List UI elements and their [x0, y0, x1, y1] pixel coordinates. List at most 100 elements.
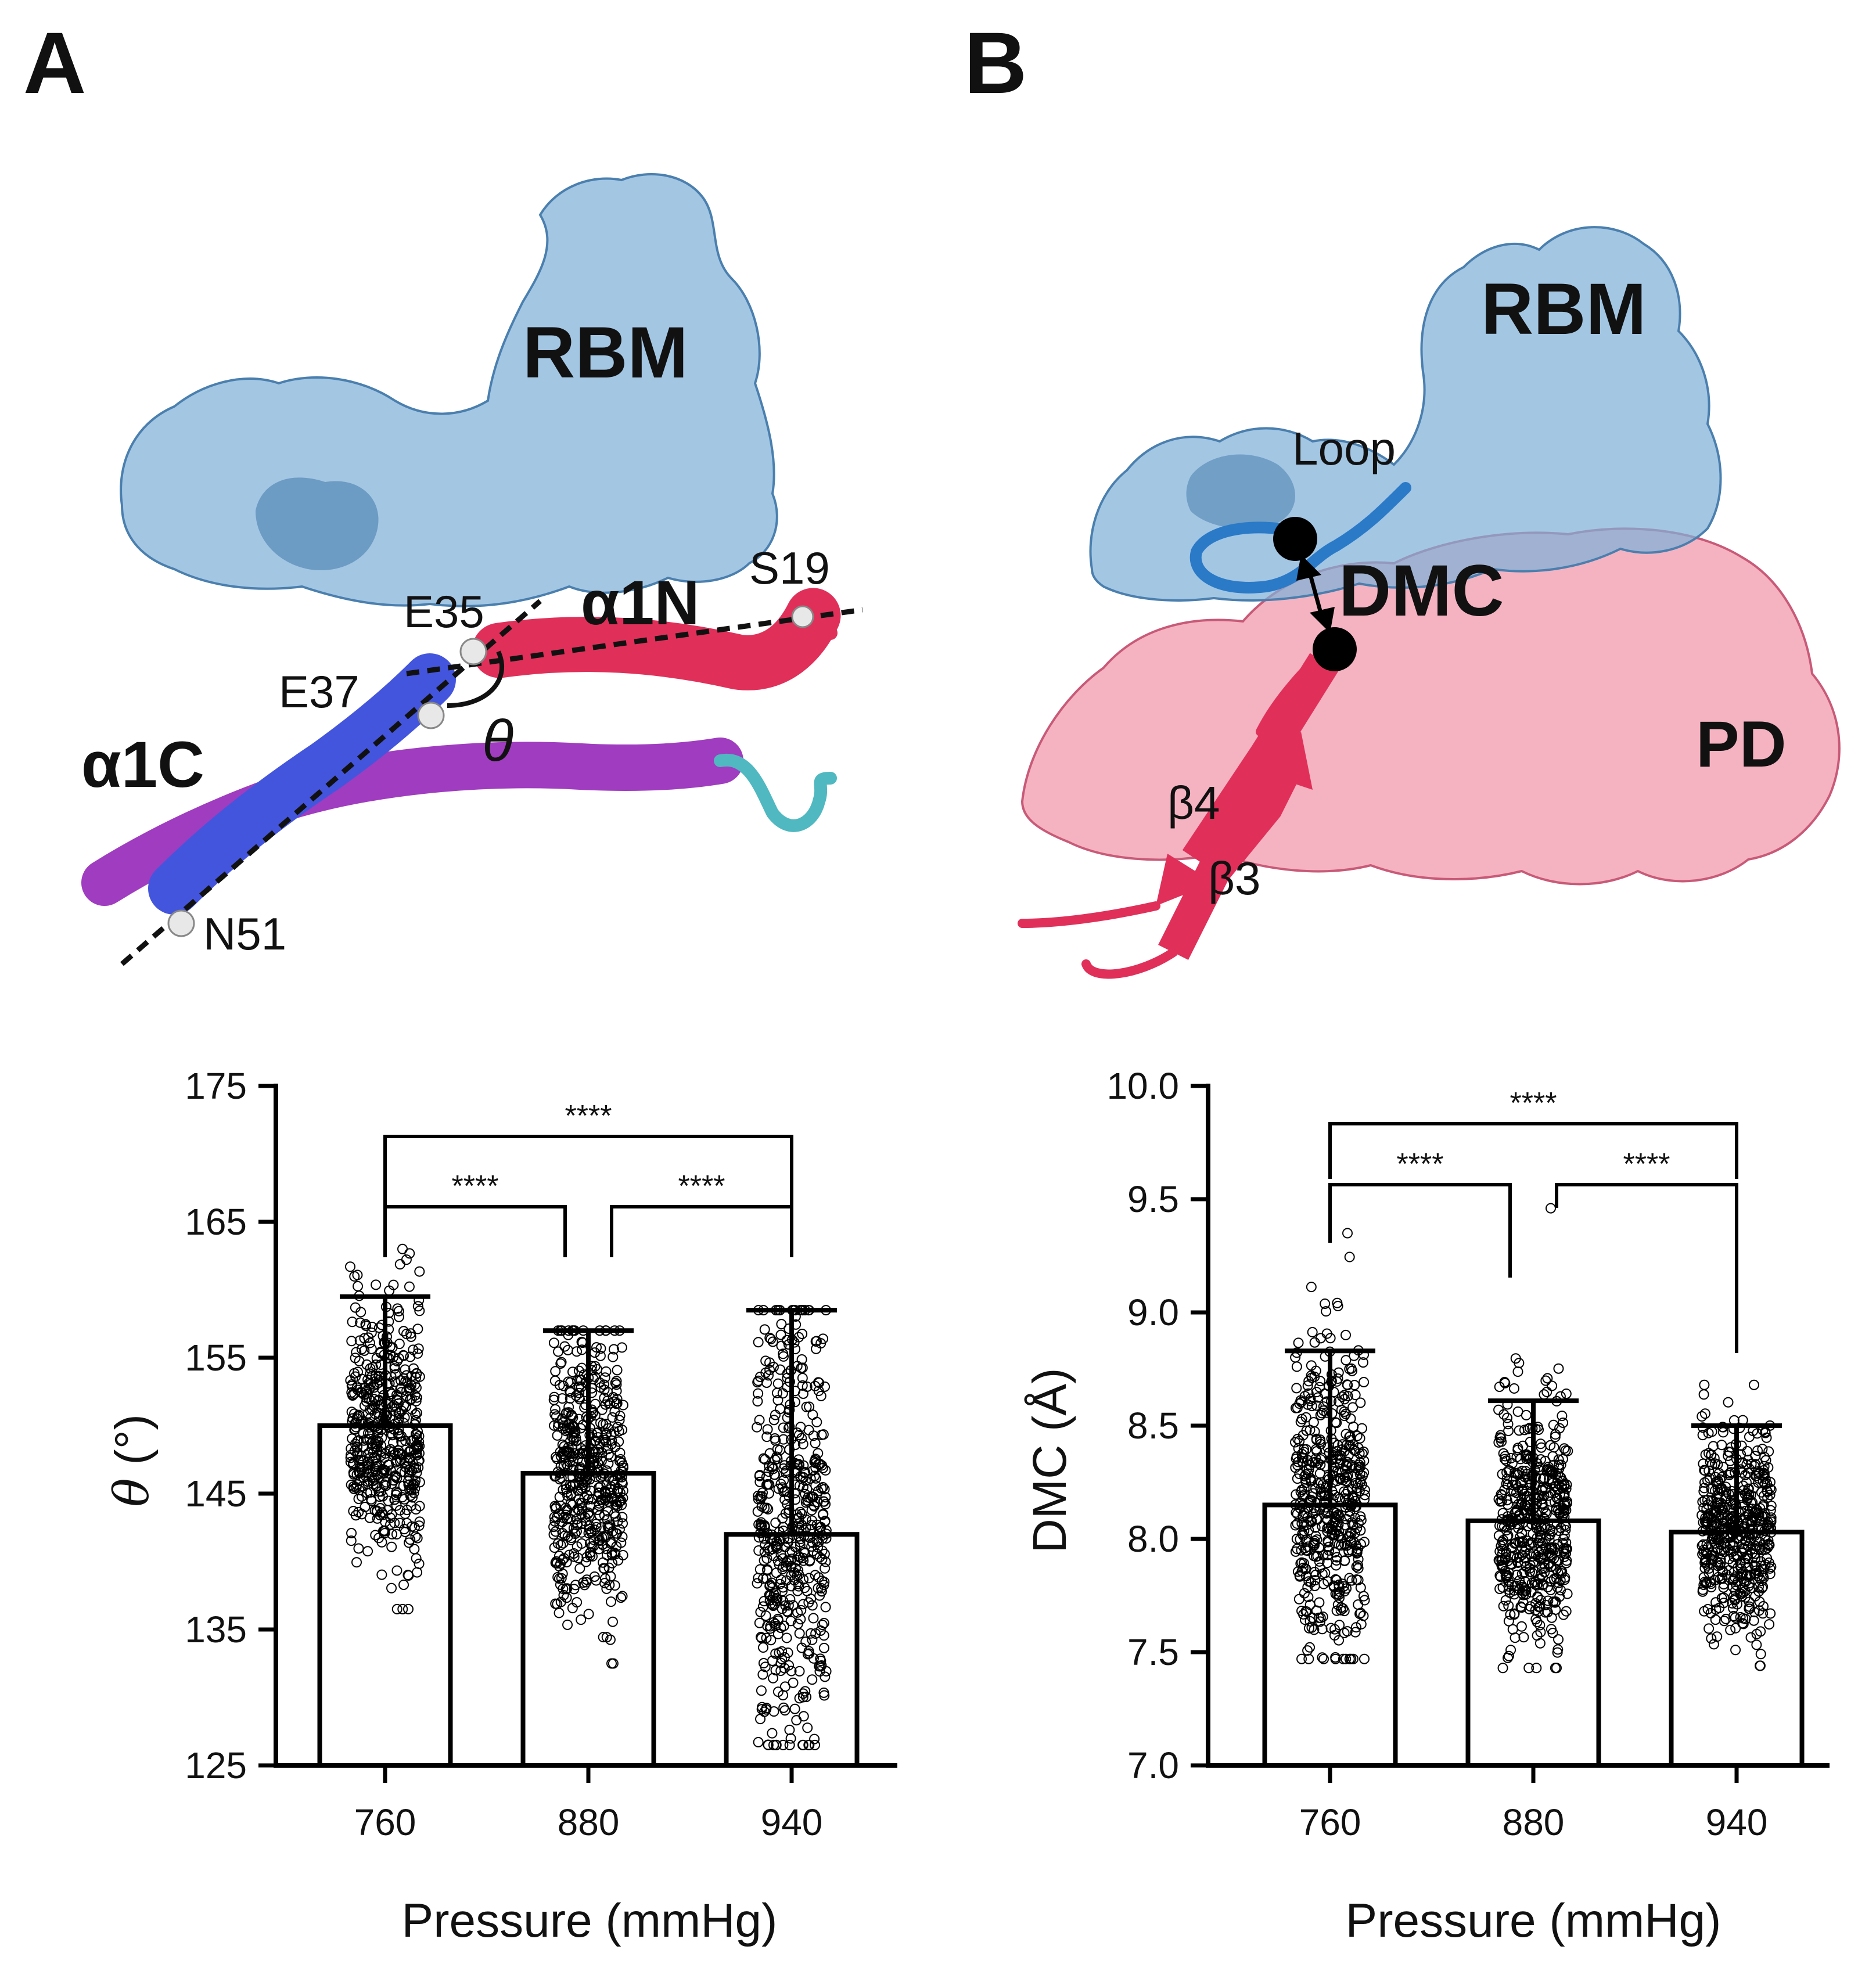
scatter-point: [404, 1281, 415, 1292]
scatter-point: [1311, 1534, 1322, 1545]
scatter-point: [765, 1590, 776, 1601]
scatter-point: [1329, 1538, 1340, 1549]
scatter-point: [1738, 1618, 1749, 1630]
scatter-point: [1291, 1383, 1302, 1394]
scatter-point: [1330, 1652, 1341, 1663]
scatter-point: [1336, 1602, 1347, 1613]
scatter-point: [359, 1333, 370, 1344]
scatter-point: [1759, 1479, 1770, 1490]
scatter-point: [756, 1517, 767, 1528]
y-tick-label: 155: [185, 1337, 247, 1379]
scatter-point: [1547, 1542, 1558, 1553]
scatter-point: [763, 1503, 774, 1515]
scatter-point: [353, 1455, 364, 1466]
scatter-point: [1503, 1465, 1514, 1476]
scatter-point: [1546, 1624, 1557, 1635]
scatter-point: [573, 1494, 584, 1505]
scatter-point: [806, 1505, 817, 1516]
scatter-point: [351, 1557, 362, 1568]
scatter-point: [1743, 1581, 1754, 1592]
scatter-point: [1710, 1604, 1722, 1615]
scatter-point: [1332, 1301, 1343, 1312]
scatter-point: [1753, 1466, 1764, 1477]
scatter-point: [1355, 1477, 1366, 1488]
scatter-point: [1750, 1591, 1761, 1602]
scatter-point: [1748, 1615, 1759, 1626]
scatter-point: [1718, 1598, 1729, 1609]
scatter-point: [375, 1503, 386, 1514]
scatter-point: [570, 1580, 581, 1591]
scatter-point: [403, 1603, 414, 1614]
scatter-point: [1317, 1479, 1328, 1490]
scatter-point: [1698, 1389, 1709, 1400]
scatter-point: [1741, 1488, 1752, 1499]
scatter-point: [1716, 1440, 1727, 1451]
scatter-point: [394, 1517, 405, 1528]
scatter-point: [761, 1377, 772, 1388]
scatter-point: [798, 1599, 809, 1610]
scatter-point: [1540, 1484, 1551, 1495]
scatter-point: [410, 1531, 421, 1542]
scatter-point: [1514, 1532, 1525, 1543]
scatter-point: [362, 1487, 373, 1498]
scatter-point: [406, 1500, 417, 1511]
scatter-point: [1316, 1408, 1327, 1419]
a1c-label: α1C: [81, 728, 204, 801]
scatter-point: [595, 1418, 606, 1429]
scatter-point: [1493, 1404, 1504, 1415]
scatter-point: [617, 1518, 628, 1529]
scatter-point: [1494, 1382, 1505, 1393]
scatter-point: [574, 1463, 585, 1474]
scatter-point: [794, 1459, 805, 1470]
scatter-point: [1760, 1559, 1771, 1570]
scatter-point: [810, 1462, 821, 1473]
scatter-point: [1355, 1397, 1366, 1408]
scatter-point: [1733, 1533, 1744, 1544]
scatter-point: [797, 1552, 808, 1563]
scatter-point: [1294, 1436, 1305, 1447]
scatter-point: [574, 1473, 585, 1484]
scatter-point: [596, 1404, 608, 1415]
scatter-point: [1697, 1497, 1708, 1508]
scatter-point: [1341, 1583, 1352, 1594]
scatter-point: [567, 1366, 578, 1377]
scatter-point: [1708, 1534, 1719, 1545]
scatter-point: [563, 1376, 574, 1387]
scatter-point: [393, 1415, 404, 1426]
scatter-point: [372, 1407, 383, 1418]
scatter-point: [806, 1515, 817, 1526]
scatter-point: [1314, 1556, 1325, 1567]
scatter-point: [352, 1269, 363, 1280]
scatter-point: [1702, 1560, 1713, 1571]
scatter-point: [1321, 1328, 1332, 1339]
scatter-point: [1296, 1653, 1307, 1664]
scatter-point: [364, 1453, 375, 1464]
scatter-point: [596, 1532, 608, 1543]
scatter-point: [1349, 1380, 1360, 1391]
scatter-point: [777, 1646, 788, 1657]
scatter-point: [1348, 1653, 1359, 1664]
dmc-label: DMC: [1339, 551, 1504, 631]
scatter-point: [391, 1565, 402, 1576]
scatter-point: [1302, 1582, 1313, 1593]
scatter-point: [613, 1426, 624, 1437]
scatter-point: [1755, 1626, 1766, 1637]
scatter-point: [555, 1461, 566, 1472]
scatter-point: [1332, 1373, 1343, 1384]
scatter-point: [1322, 1576, 1334, 1587]
scatter-point: [820, 1602, 831, 1613]
scatter-point: [1335, 1533, 1346, 1544]
scatter-point: [573, 1413, 584, 1425]
panel-a-structure: RBM θ S19 E35 E37 N51 α1N α1C: [81, 173, 863, 966]
beta-strand-4: [1182, 653, 1339, 869]
scatter-point: [352, 1436, 363, 1447]
scatter-point: [1730, 1645, 1741, 1656]
scatter-point: [784, 1739, 795, 1750]
scatter-point: [1746, 1548, 1758, 1559]
scatter-point: [778, 1526, 789, 1537]
scatter-point: [414, 1430, 425, 1441]
scatter-point: [411, 1448, 422, 1459]
scatter-point: [1334, 1511, 1345, 1522]
scatter-point: [803, 1573, 814, 1584]
scatter-point: [817, 1463, 828, 1474]
